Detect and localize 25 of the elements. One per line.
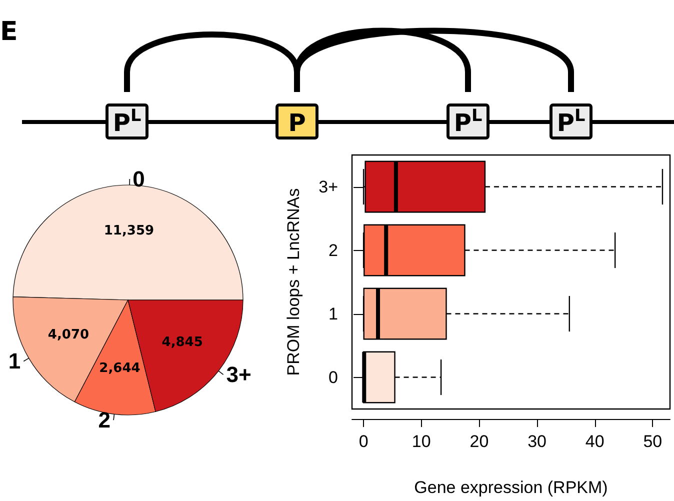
data-label: 4,070 (48, 327, 90, 342)
text: P (288, 109, 306, 137)
slice-label: 0 (132, 166, 145, 192)
x-tick-label: 20 (470, 432, 489, 451)
x-tick-label: 40 (585, 432, 604, 451)
y-tick-label: 3+ (318, 177, 338, 196)
text: E (0, 17, 18, 47)
x-tick-label: 0 (358, 432, 368, 451)
data-label: 4,845 (162, 335, 203, 350)
text: P$^{L}$ (454, 105, 482, 137)
data-label: 2,644 (99, 361, 140, 376)
y-tick-label: 2 (328, 240, 338, 260)
x-axis-title: Gene expression (RPKM) (414, 478, 608, 497)
slice-label: 1 (8, 348, 21, 374)
y-tick-label: 0 (328, 368, 338, 387)
x-tick-label: 50 (643, 432, 662, 451)
y-axis-title: PROM loops + LncRNAs (284, 188, 303, 376)
text: P$^{L}$ (112, 105, 142, 137)
data-label: 11,359 (104, 224, 154, 239)
x-tick-label: 10 (412, 432, 431, 451)
text: P$^{L}$ (556, 105, 586, 137)
x-tick-label: 30 (528, 432, 546, 451)
slice-label: 3+ (226, 362, 252, 388)
y-tick-label: 1 (328, 304, 338, 324)
slice-label: 2 (98, 408, 111, 433)
